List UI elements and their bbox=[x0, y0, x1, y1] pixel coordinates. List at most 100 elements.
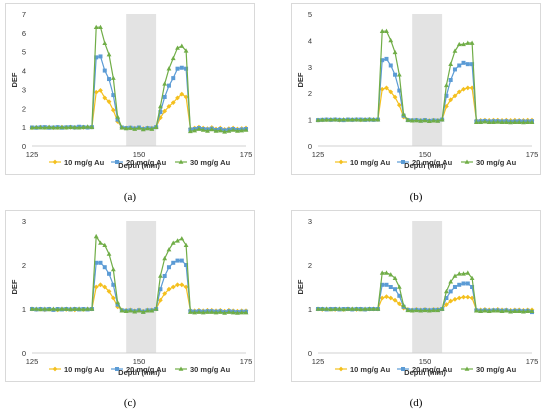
data-point bbox=[315, 306, 321, 311]
data-point bbox=[405, 307, 411, 313]
data-point bbox=[452, 296, 458, 302]
data-point bbox=[465, 294, 471, 300]
data-point bbox=[435, 307, 441, 313]
data-point bbox=[158, 110, 163, 115]
data-point bbox=[162, 255, 168, 261]
data-point bbox=[503, 119, 509, 125]
data-point bbox=[166, 247, 172, 252]
data-point bbox=[33, 124, 39, 130]
data-point bbox=[158, 297, 163, 303]
y-tick-label: 1 bbox=[22, 123, 26, 132]
data-point bbox=[354, 117, 359, 122]
data-point bbox=[448, 289, 453, 294]
data-point bbox=[422, 307, 428, 313]
data-point bbox=[375, 117, 381, 122]
chart-panel-d: 0 1 2 3 125 150 175 DEF Depth (mm) 10 mg/g Au 20 m… bbox=[291, 210, 541, 382]
data-point bbox=[217, 309, 223, 314]
data-point bbox=[414, 307, 419, 313]
data-point bbox=[396, 284, 402, 289]
data-point bbox=[349, 117, 355, 122]
data-point bbox=[452, 48, 458, 53]
data-point bbox=[183, 94, 189, 100]
data-point bbox=[179, 65, 184, 70]
data-point bbox=[337, 306, 342, 311]
data-point bbox=[175, 45, 180, 50]
data-point bbox=[179, 258, 184, 263]
data-point bbox=[184, 66, 189, 71]
data-point bbox=[166, 265, 171, 270]
data-point bbox=[465, 85, 471, 91]
data-point bbox=[166, 66, 172, 71]
data-point bbox=[106, 251, 112, 256]
data-point bbox=[145, 125, 150, 131]
x-tick-label: 125 bbox=[26, 357, 39, 366]
data-point bbox=[111, 282, 116, 287]
data-point bbox=[170, 100, 176, 106]
data-point bbox=[187, 128, 193, 134]
x-tick-label: 125 bbox=[312, 150, 325, 159]
legend-label: 20 mg/g Au bbox=[126, 365, 167, 374]
y-tick-label: 1 bbox=[22, 305, 26, 314]
data-point bbox=[239, 310, 245, 315]
data-point bbox=[470, 62, 475, 67]
chart-svg-b: 0 1 2 3 4 5 125 150 175 DEF Depth (mm) 10 mg/g Au 20… bbox=[296, 10, 538, 170]
data-point bbox=[102, 242, 108, 247]
data-point bbox=[170, 55, 176, 61]
data-point bbox=[401, 302, 406, 308]
data-point bbox=[205, 128, 210, 133]
data-point bbox=[213, 128, 219, 133]
legend-marker bbox=[52, 159, 58, 165]
y-tick-label: 3 bbox=[308, 217, 312, 226]
data-point bbox=[162, 108, 168, 114]
data-point bbox=[175, 238, 180, 243]
data-point bbox=[243, 127, 249, 132]
data-point bbox=[491, 119, 496, 125]
x-tick-label: 125 bbox=[312, 357, 325, 366]
data-point bbox=[435, 118, 441, 123]
data-point bbox=[94, 260, 99, 265]
data-point bbox=[341, 117, 347, 122]
data-point bbox=[63, 306, 69, 311]
data-point bbox=[51, 306, 56, 311]
data-point bbox=[196, 126, 202, 131]
data-point bbox=[200, 310, 206, 315]
data-point bbox=[183, 242, 189, 247]
data-point bbox=[145, 308, 150, 313]
data-point bbox=[456, 295, 462, 301]
data-point bbox=[98, 54, 103, 59]
data-point bbox=[179, 91, 185, 97]
data-point bbox=[332, 306, 338, 311]
data-point bbox=[93, 233, 99, 239]
y-tick-label: 2 bbox=[308, 89, 312, 98]
data-point bbox=[439, 306, 445, 311]
data-point bbox=[209, 126, 215, 132]
data-point bbox=[448, 97, 454, 103]
data-point bbox=[396, 72, 402, 77]
y-tick-label: 5 bbox=[308, 10, 312, 19]
data-point bbox=[63, 125, 69, 130]
data-point bbox=[192, 310, 198, 315]
data-point bbox=[158, 287, 163, 292]
data-point bbox=[478, 308, 484, 313]
data-point bbox=[315, 117, 321, 122]
data-point bbox=[469, 275, 475, 280]
data-point bbox=[324, 306, 329, 311]
data-point bbox=[525, 119, 531, 125]
data-point bbox=[98, 282, 103, 288]
data-point bbox=[29, 306, 35, 311]
chart-svg-c: 0 1 2 3 125 150 175 DEF Depth (mm) 10 mg/g Au 20 m… bbox=[10, 217, 252, 377]
data-point bbox=[384, 294, 389, 300]
data-point bbox=[465, 281, 470, 286]
data-point bbox=[482, 308, 488, 313]
data-point bbox=[397, 88, 402, 93]
data-point bbox=[85, 306, 91, 311]
data-point bbox=[396, 301, 402, 307]
shaded-region bbox=[412, 14, 443, 146]
data-point bbox=[226, 128, 232, 133]
data-point bbox=[110, 266, 116, 272]
data-point bbox=[358, 306, 364, 312]
data-point bbox=[444, 302, 449, 307]
y-tick-label: 4 bbox=[22, 67, 26, 76]
x-tick-label: 175 bbox=[240, 150, 253, 159]
data-point bbox=[469, 295, 475, 301]
